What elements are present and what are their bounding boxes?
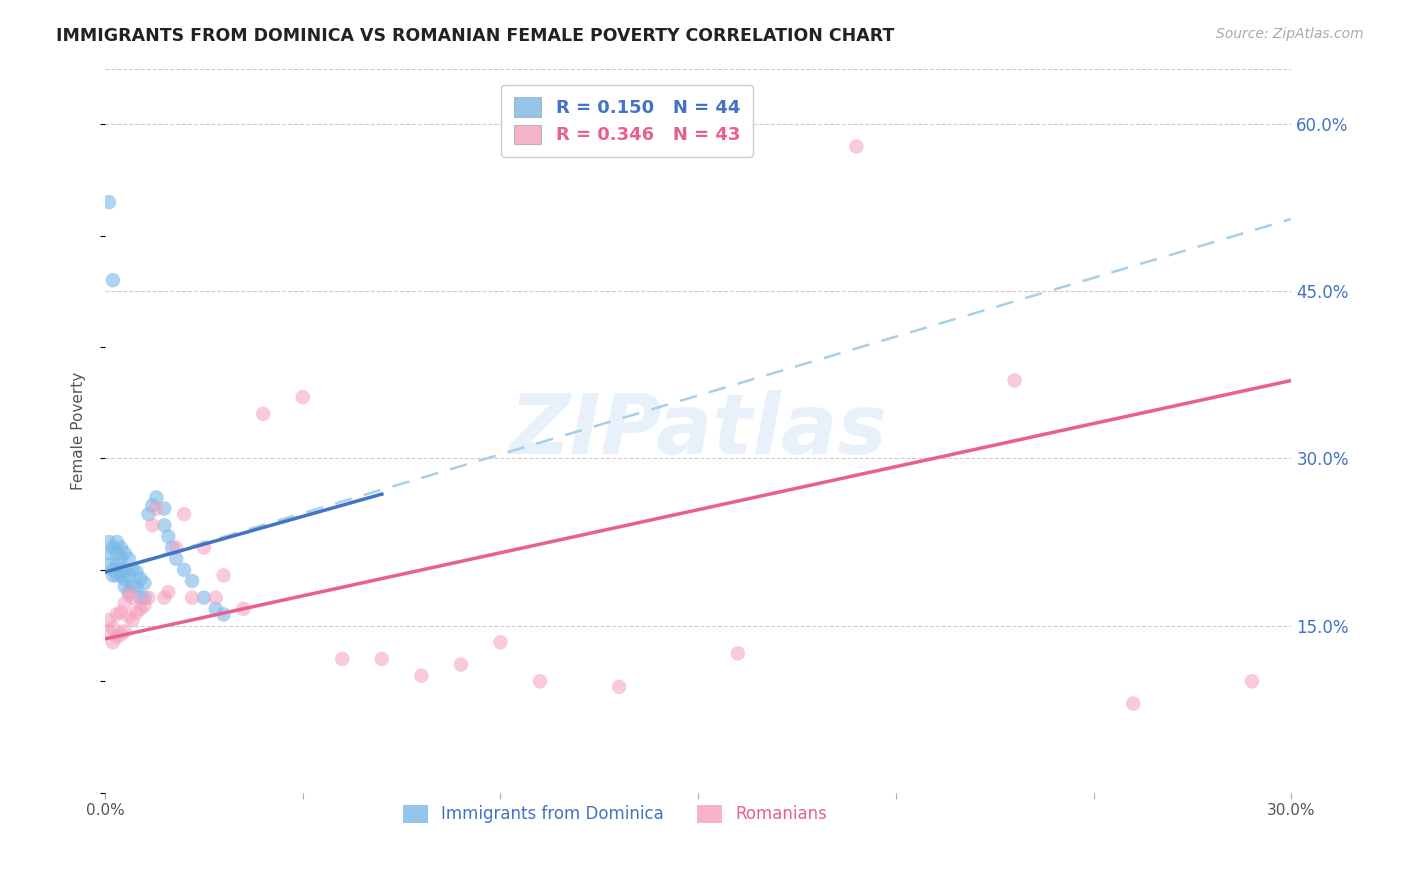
Point xyxy=(114,596,136,610)
Point xyxy=(118,568,141,582)
Point xyxy=(727,647,749,661)
Point xyxy=(118,551,141,566)
Point xyxy=(110,551,132,566)
Point xyxy=(114,563,136,577)
Point xyxy=(157,585,180,599)
Point xyxy=(97,624,120,639)
Point xyxy=(114,546,136,560)
Point xyxy=(105,607,128,622)
Point xyxy=(110,541,132,555)
Point xyxy=(101,563,124,577)
Point xyxy=(118,585,141,599)
Legend: Immigrants from Dominica, Romanians: Immigrants from Dominica, Romanians xyxy=(391,793,839,835)
Point xyxy=(105,568,128,582)
Point xyxy=(121,613,143,627)
Point xyxy=(232,602,254,616)
Point xyxy=(1004,374,1026,388)
Point xyxy=(105,558,128,572)
Point xyxy=(97,546,120,560)
Point xyxy=(134,591,156,605)
Point xyxy=(114,572,136,586)
Point xyxy=(173,507,195,521)
Point xyxy=(165,551,187,566)
Point xyxy=(141,518,163,533)
Point xyxy=(157,529,180,543)
Point xyxy=(105,546,128,560)
Point xyxy=(173,563,195,577)
Point xyxy=(330,652,353,666)
Point xyxy=(607,680,630,694)
Point xyxy=(138,507,160,521)
Point xyxy=(105,535,128,549)
Point xyxy=(125,565,148,579)
Text: Source: ZipAtlas.com: Source: ZipAtlas.com xyxy=(1216,27,1364,41)
Y-axis label: Female Poverty: Female Poverty xyxy=(72,371,86,490)
Point xyxy=(411,668,433,682)
Point xyxy=(97,558,120,572)
Point xyxy=(101,635,124,649)
Point xyxy=(529,674,551,689)
Point xyxy=(153,501,176,516)
Point xyxy=(114,580,136,594)
Point xyxy=(193,591,215,605)
Point xyxy=(110,605,132,619)
Point xyxy=(181,574,204,588)
Point xyxy=(212,568,235,582)
Point xyxy=(212,607,235,622)
Point xyxy=(101,541,124,555)
Point xyxy=(193,541,215,555)
Point xyxy=(134,576,156,591)
Point xyxy=(97,535,120,549)
Text: ZIPatlas: ZIPatlas xyxy=(509,390,887,471)
Point xyxy=(118,587,141,601)
Point xyxy=(138,591,160,605)
Point xyxy=(371,652,394,666)
Point xyxy=(114,624,136,639)
Point xyxy=(129,591,152,605)
Point xyxy=(134,599,156,613)
Point xyxy=(110,563,132,577)
Point xyxy=(105,630,128,644)
Point xyxy=(450,657,472,672)
Point xyxy=(110,627,132,641)
Point xyxy=(489,635,512,649)
Point xyxy=(125,580,148,594)
Point xyxy=(145,491,167,505)
Point xyxy=(141,498,163,512)
Point xyxy=(165,541,187,555)
Point xyxy=(121,591,143,605)
Point xyxy=(121,563,143,577)
Point xyxy=(101,568,124,582)
Point xyxy=(252,407,274,421)
Point xyxy=(845,139,868,153)
Point xyxy=(97,195,120,210)
Point xyxy=(129,572,152,586)
Point xyxy=(1122,697,1144,711)
Point xyxy=(145,501,167,516)
Point xyxy=(110,568,132,582)
Point xyxy=(291,390,314,404)
Point xyxy=(101,621,124,635)
Point xyxy=(129,602,152,616)
Point xyxy=(204,591,226,605)
Point xyxy=(160,541,183,555)
Point xyxy=(101,273,124,287)
Text: IMMIGRANTS FROM DOMINICA VS ROMANIAN FEMALE POVERTY CORRELATION CHART: IMMIGRANTS FROM DOMINICA VS ROMANIAN FEM… xyxy=(56,27,894,45)
Point xyxy=(121,580,143,594)
Point xyxy=(181,591,204,605)
Point xyxy=(97,613,120,627)
Point xyxy=(204,602,226,616)
Point xyxy=(153,518,176,533)
Point xyxy=(118,609,141,624)
Point xyxy=(125,605,148,619)
Point xyxy=(1240,674,1263,689)
Point xyxy=(153,591,176,605)
